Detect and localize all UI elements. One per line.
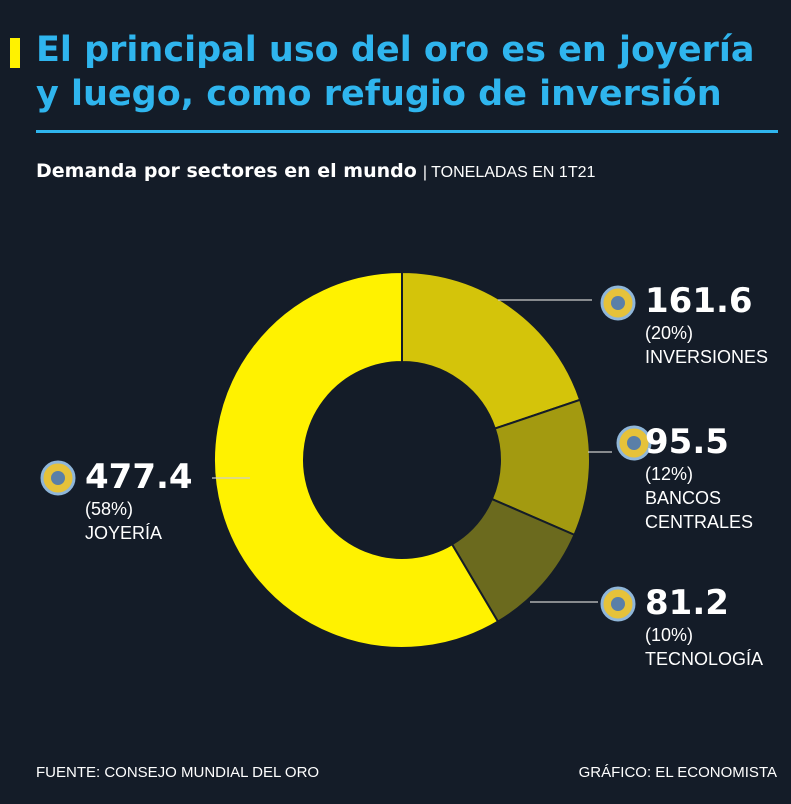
sector-icon-inner — [611, 296, 625, 310]
share-label: (20%) — [645, 323, 694, 343]
value-label: 95.5 — [645, 422, 729, 462]
chart-title: El principal uso del oro es en joyería y… — [36, 30, 755, 114]
share-label: (58%) — [85, 499, 134, 519]
sector-icon-inner — [627, 436, 641, 450]
subtitle: Demanda por sectores en el mundo — [36, 160, 417, 182]
category-label: JOYERÍA — [85, 523, 163, 543]
share-label: (12%) — [645, 464, 694, 484]
category-label: INVERSIONES — [645, 347, 769, 367]
sector-icon-inner — [51, 471, 65, 485]
subtitle-block: Demanda por sectores en el mundo | TONEL… — [36, 160, 595, 182]
value-label: 81.2 — [645, 583, 729, 623]
unit: | TONELADAS EN 1T21 — [422, 164, 596, 181]
title-accent — [10, 38, 20, 68]
credit: GRÁFICO: EL ECONOMISTA — [578, 764, 777, 781]
value-label: 477.4 — [85, 457, 193, 497]
donut-slice — [213, 270, 500, 649]
category-label: TECNOLOGÍA — [645, 649, 764, 669]
share-label: (10%) — [645, 625, 694, 645]
category-label: BANCOS CENTRALES — [645, 488, 754, 532]
source: FUENTE: CONSEJO MUNDIAL DEL ORO — [36, 764, 320, 781]
value-label: 161.6 — [645, 281, 753, 321]
donut-slice — [401, 270, 582, 430]
sector-icon-inner — [611, 597, 625, 611]
title-rule — [36, 130, 778, 133]
